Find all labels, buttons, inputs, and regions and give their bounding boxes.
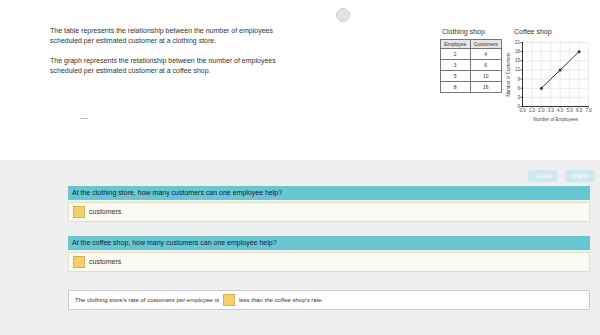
html-text:CHECK: CHECK (571, 173, 589, 179)
svg-text:Number of Customers: Number of Customers (506, 52, 511, 97)
svg-text:2.0: 2.0 (538, 108, 545, 113)
html-text:8: 8 (453, 84, 457, 90)
svg-text:1.0: 1.0 (529, 108, 536, 113)
html-text:customers: customers (89, 258, 122, 265)
html-text:4: 4 (484, 51, 488, 57)
html-text:less than the coffee shop's ra: less than the coffee shop's rate. (238, 297, 324, 303)
html-text:6: 6 (484, 62, 488, 68)
svg-text:Number of Employees: Number of Employees (533, 117, 578, 122)
html-text:customers: customers (89, 208, 122, 215)
svg-text:18: 18 (515, 49, 521, 54)
svg-text:6.0: 6.0 (576, 108, 583, 113)
svg-text:12: 12 (515, 67, 521, 72)
html-text:Customers: Customers (473, 41, 498, 47)
svg-text:21: 21 (515, 40, 521, 45)
svg-text:7.0: 7.0 (585, 108, 592, 113)
html-text:5: 5 (453, 73, 457, 79)
svg-text:9: 9 (517, 77, 520, 82)
html-text:The table represents the relat: The table represents the relationship be… (50, 27, 273, 44)
html-text:CLEAR: CLEAR (534, 173, 552, 179)
html-text:Clothing shop: Clothing shop (442, 28, 485, 35)
html-text:At the clothing store, how man: At the clothing store, how many customer… (72, 189, 283, 196)
svg-text:0: 0 (517, 103, 520, 109)
svg-text:4.0: 4.0 (557, 108, 564, 113)
svg-text:5.0: 5.0 (567, 108, 574, 113)
svg-text:3.0: 3.0 (548, 108, 555, 113)
svg-text:3: 3 (517, 95, 520, 100)
html-text:2: 2 (453, 51, 457, 57)
svg-text:15: 15 (515, 58, 521, 63)
svg-text:0.0: 0.0 (519, 108, 526, 113)
html-text:At the coffee shop, how many c: At the coffee shop, how many customers c… (72, 239, 277, 246)
html-text:3: 3 (453, 62, 457, 68)
html-text:16: 16 (483, 84, 489, 90)
html-text:The clothing store's rate of c: The clothing store's rate of customers p… (75, 297, 219, 303)
html-text:10: 10 (483, 73, 489, 79)
html-text:Coffee shop: Coffee shop (514, 28, 552, 35)
html-text:The graph represents the relat: The graph represents the relationship be… (50, 57, 276, 74)
html-text:Employee: Employee (444, 41, 467, 47)
svg-text:6: 6 (517, 86, 520, 91)
